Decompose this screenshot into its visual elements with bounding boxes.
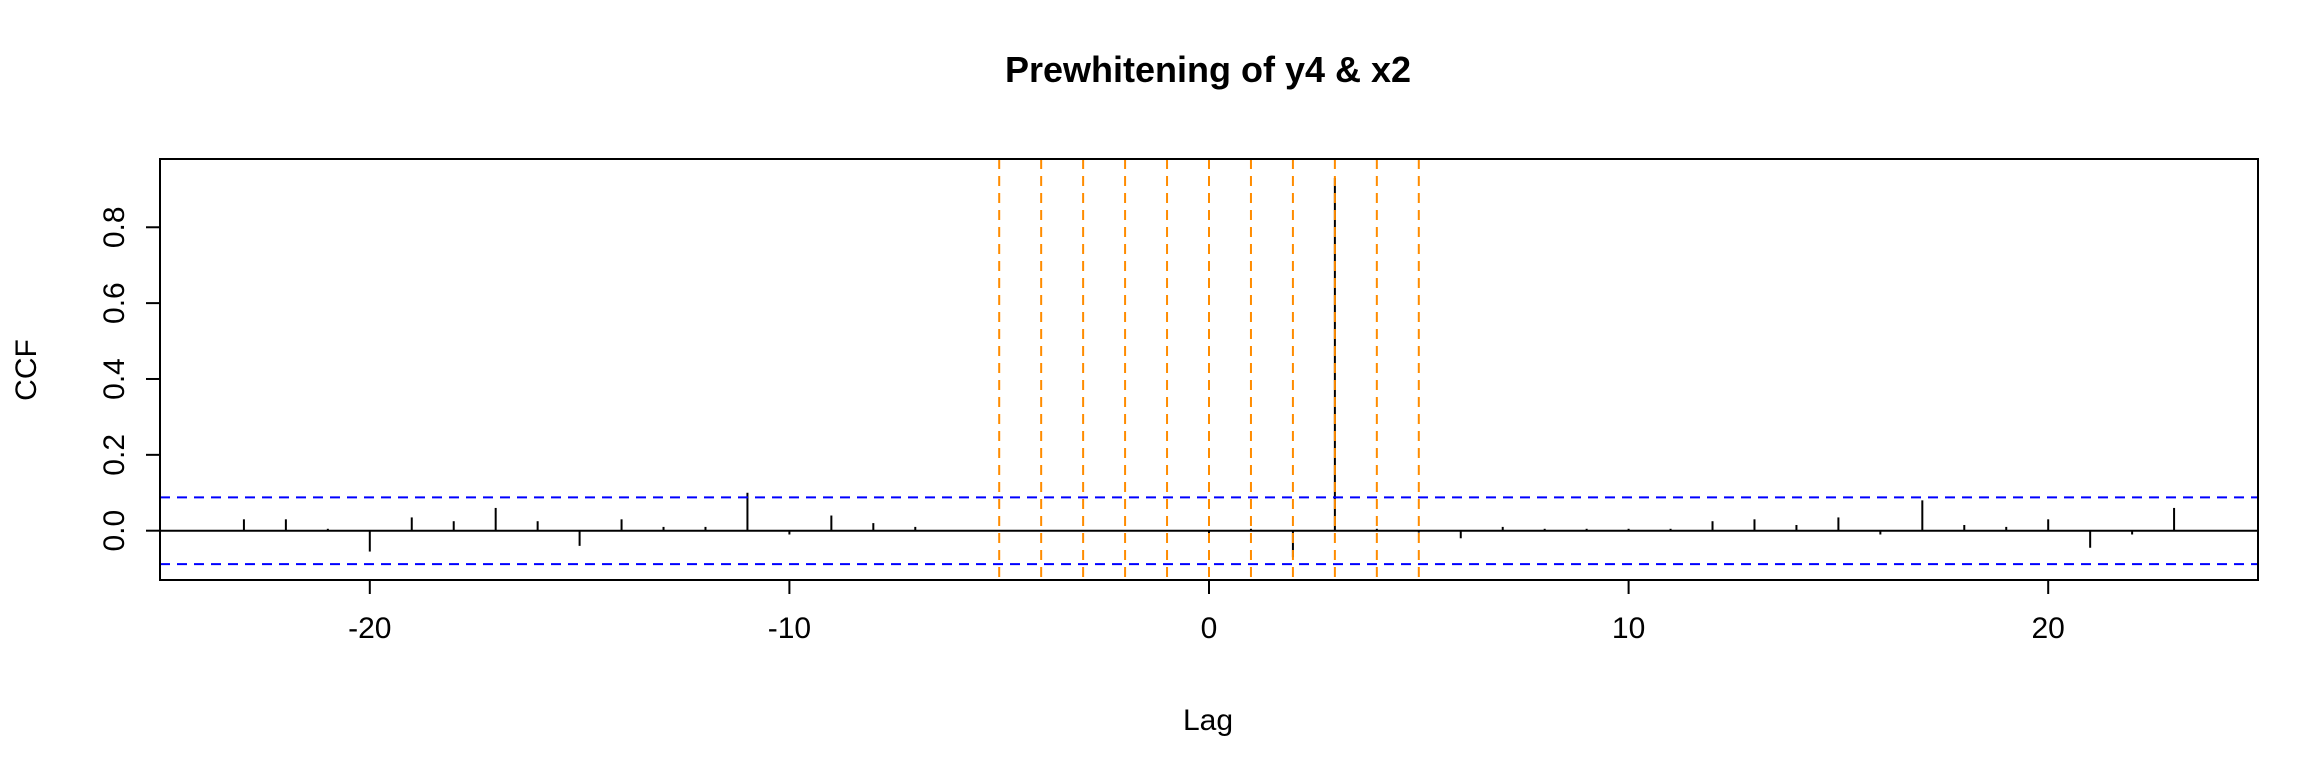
x-tick-label: -10	[768, 612, 811, 645]
plot-area: -20 -10 0 10 20 0.0 0.2 0.4 0.6 0.8	[98, 158, 2259, 645]
y-axis-label: CCF	[10, 339, 43, 401]
x-tick-label: 20	[2032, 612, 2065, 645]
y-tick-label: 0.4	[98, 358, 131, 400]
y-tick-label: 0.6	[98, 282, 131, 324]
x-tick-label: -20	[348, 612, 391, 645]
x-axis-label: Lag	[1183, 704, 1233, 737]
x-tick-label: 10	[1612, 612, 1645, 645]
chart-title: Prewhitening of y4 & x2	[1005, 49, 1411, 90]
y-tick-label: 0.2	[98, 434, 131, 476]
x-tick-label: 0	[1201, 612, 1218, 645]
y-tick-label: 0.0	[98, 510, 131, 552]
y-tick-label: 0.8	[98, 206, 131, 248]
